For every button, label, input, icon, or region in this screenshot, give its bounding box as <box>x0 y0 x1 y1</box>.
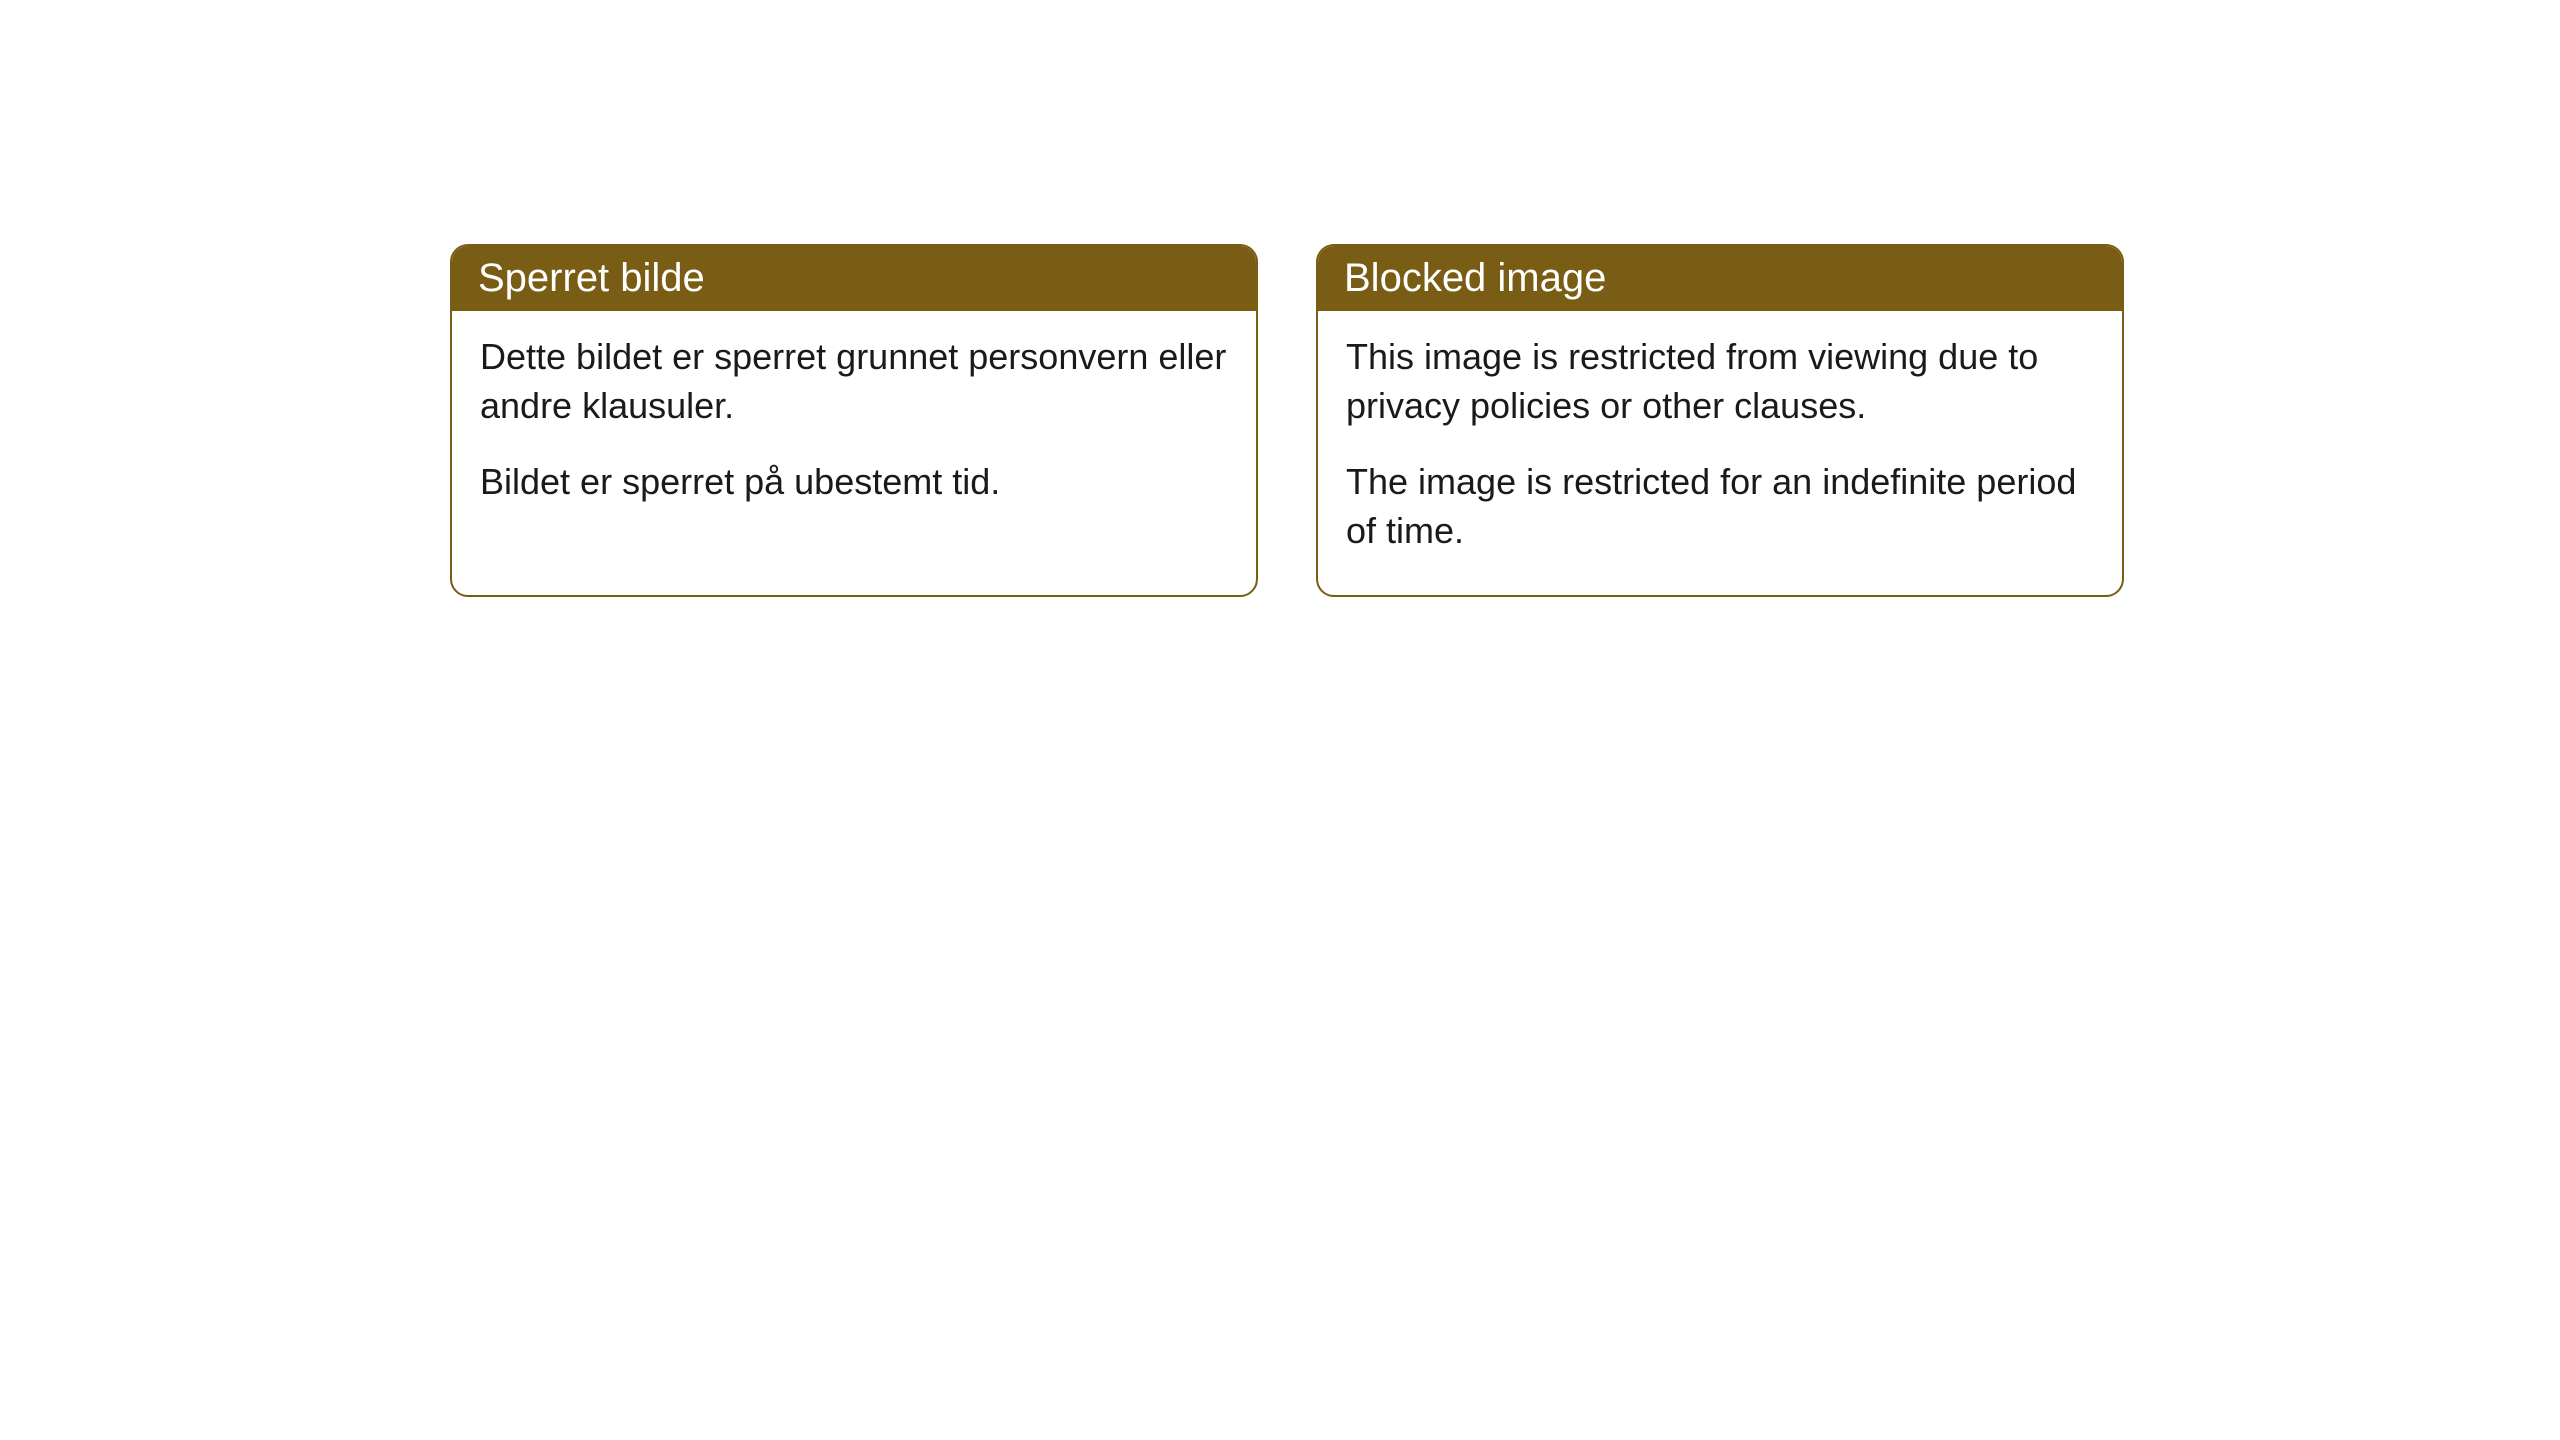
blocked-image-card-norwegian: Sperret bilde Dette bildet er sperret gr… <box>450 244 1258 597</box>
card-text-line2: The image is restricted for an indefinit… <box>1346 458 2094 555</box>
card-body-english: This image is restricted from viewing du… <box>1318 311 2122 595</box>
card-body-norwegian: Dette bildet er sperret grunnet personve… <box>452 311 1256 547</box>
card-text-line1: This image is restricted from viewing du… <box>1346 333 2094 430</box>
card-header-norwegian: Sperret bilde <box>452 246 1256 311</box>
card-header-english: Blocked image <box>1318 246 2122 311</box>
card-text-line2: Bildet er sperret på ubestemt tid. <box>480 458 1228 507</box>
card-text-line1: Dette bildet er sperret grunnet personve… <box>480 333 1228 430</box>
blocked-image-card-english: Blocked image This image is restricted f… <box>1316 244 2124 597</box>
blocked-image-notice-container: Sperret bilde Dette bildet er sperret gr… <box>450 244 2124 597</box>
